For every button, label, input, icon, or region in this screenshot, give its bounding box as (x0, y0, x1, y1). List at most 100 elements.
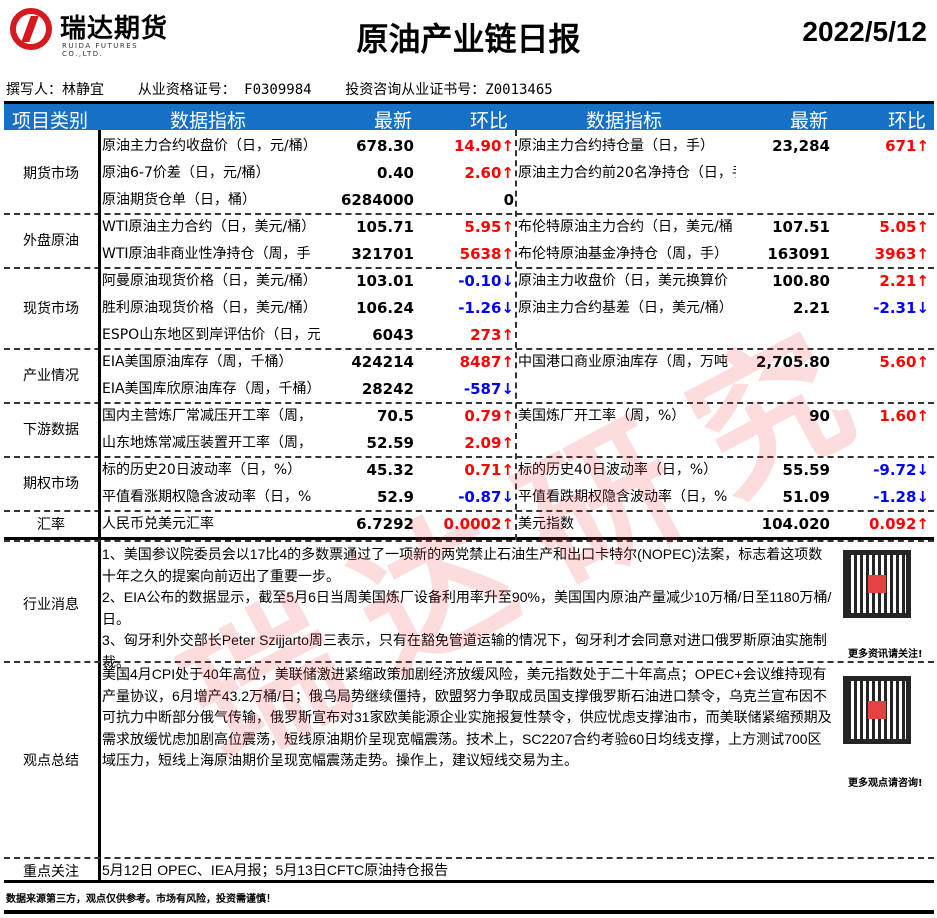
change-value (835, 430, 929, 457)
latest-value: 678.30 (356, 137, 414, 155)
divider (4, 348, 934, 350)
latest-value: 55.59 (782, 461, 830, 479)
indicator-name (518, 376, 736, 403)
change-value: -2.31↓ (873, 299, 929, 317)
disclaimer: 数据来源第三方，观点仅供参考。市场有风险，投资需谨慎！ (6, 894, 276, 905)
indicator-name: 原油主力合约收盘价（日，元/桶） (102, 138, 317, 154)
indicator-name: 原油主力合约前20名净持仓（日，手） (518, 165, 736, 181)
change-value: 0.71↑ (464, 461, 514, 479)
divider (4, 402, 934, 404)
change-value (835, 376, 929, 403)
change-value: 273↑ (470, 326, 514, 344)
table-header: 项目类别 数据指标 最新 环比 数据指标 最新 环比 (4, 101, 934, 132)
col-latest-2: 最新 (790, 110, 829, 132)
divider (4, 213, 934, 215)
view-text: 美国4月CPI处于40年高位，美联储激进紧缩政策加剧经济放缓风险，美元指数处于二… (102, 666, 832, 768)
divider (4, 510, 934, 512)
change-value: 5.60↑ (879, 353, 929, 371)
latest-value: 2.21 (792, 299, 830, 317)
indicator-name: 原油主力收盘价（日，美元换算价 (518, 273, 728, 289)
latest-value: 52.9 (376, 488, 414, 506)
category-label: 现货市场 (23, 300, 79, 317)
category-label: 期货市场 (23, 165, 79, 182)
report-title: 原油产业链日报 (356, 20, 581, 58)
change-value: -9.72↓ (873, 461, 929, 479)
divider (4, 857, 934, 859)
latest-value: 103.01 (356, 272, 414, 290)
change-value: 671↑ (885, 137, 929, 155)
column-divider (98, 130, 101, 880)
indicator-name (518, 187, 736, 214)
change-value: 8487↑ (459, 353, 514, 371)
indicator-name: EIA美国原油库存（周，千桶） (102, 354, 293, 370)
indicator-name: WTI原油非商业性净持仓（周，手 (102, 246, 311, 262)
change-value (835, 160, 929, 187)
qr-code-view[interactable] (843, 676, 911, 744)
divider (4, 910, 934, 914)
category-label: 产业情况 (23, 368, 79, 384)
change-value: 2.09↑ (464, 434, 514, 452)
indicator-name: 原油6-7价差（日，元/桶） (102, 165, 270, 181)
author-line: 撰写人：林静宜 从业资格证号： F0309984 投资咨询从业证书号：Z0013… (6, 82, 553, 98)
change-value: -1.28↓ (873, 488, 929, 506)
latest-value: 70.5 (376, 407, 414, 425)
change-value: -0.10↓ (458, 272, 514, 290)
latest-value (736, 187, 830, 214)
news-text: 1、美国参议院委员会以17比4的多数票通过了一项新的两党禁止石油生产和出口卡特尔… (102, 546, 832, 670)
latest-value: 6284000 (340, 191, 414, 209)
indicator-name: EIA美国库欣原油库存（周，千桶） (102, 381, 320, 397)
change-value: -1.26↓ (458, 299, 514, 317)
news-category: 行业消息 (23, 597, 79, 613)
change-value: -0.87↓ (458, 488, 514, 506)
logo-name: 瑞达期货 (60, 14, 169, 44)
focus-category: 重点关注 (23, 864, 79, 880)
divider (4, 661, 934, 663)
latest-value: 23,284 (772, 137, 830, 155)
latest-value: 105.71 (356, 218, 414, 236)
indicator-name: 阿曼原油现货价格（日，美元/桶） (102, 273, 317, 289)
latest-value: 6043 (372, 326, 414, 344)
indicator-name: 原油主力合约基差（日，美元/桶） (518, 300, 733, 316)
change-value: 2.21↑ (879, 272, 929, 290)
indicator-name: 胜利原油现货价格（日，美元/桶） (102, 300, 317, 316)
indicator-name (518, 322, 736, 349)
indicator-name: 人民币兑美元汇率 (102, 516, 214, 532)
indicator-name: 平值看涨期权隐含波动率（日，% (102, 489, 312, 505)
latest-value (736, 430, 830, 457)
latest-value: 51.09 (782, 488, 830, 506)
category-label: 下游数据 (23, 422, 79, 438)
latest-value: 28242 (361, 380, 414, 398)
latest-value: 163091 (767, 245, 830, 263)
logo-mark-icon (10, 8, 52, 50)
indicator-name: WTI原油主力合约（日，美元/桶） (102, 219, 316, 235)
divider (4, 537, 934, 540)
latest-value: 104.020 (761, 515, 830, 533)
divider (4, 540, 934, 542)
col-latest: 最新 (374, 110, 413, 132)
latest-value: 90 (809, 407, 830, 425)
category-label: 期权市场 (23, 476, 79, 492)
col-category: 项目类别 (12, 110, 89, 132)
latest-value: 100.80 (772, 272, 830, 290)
logo-english: RUIDA FUTURES CO.,LTD. (62, 42, 139, 58)
change-value: 1.60↑ (879, 407, 929, 425)
indicator-name: 中国港口商业原油库存（周，万吨 (518, 354, 728, 370)
latest-value (736, 160, 830, 187)
latest-value (736, 376, 830, 403)
change-value (835, 322, 929, 349)
category-label: 汇率 (37, 516, 65, 533)
change-value: 14.90↑ (453, 137, 514, 155)
indicator-name: 国内主营炼厂常减压开工率（周， (102, 408, 312, 424)
col-indicator-2: 数据指标 (586, 110, 663, 132)
qr-caption-view: 更多观点请咨询! (848, 778, 923, 789)
company-logo: 瑞达期货 RUIDA FUTURES CO.,LTD. (8, 6, 178, 58)
change-value: 5.95↑ (464, 218, 514, 236)
latest-value: 6.7292 (356, 515, 414, 533)
latest-value: 424214 (351, 353, 414, 371)
indicator-name: 美国炼厂开工率（周，%） (518, 408, 686, 424)
qr-caption-news: 更多资讯请关注! (848, 649, 923, 660)
view-category: 观点总结 (23, 753, 79, 769)
change-value: 3963↑ (874, 245, 929, 263)
divider (4, 267, 934, 269)
qr-code-news[interactable] (843, 550, 911, 618)
